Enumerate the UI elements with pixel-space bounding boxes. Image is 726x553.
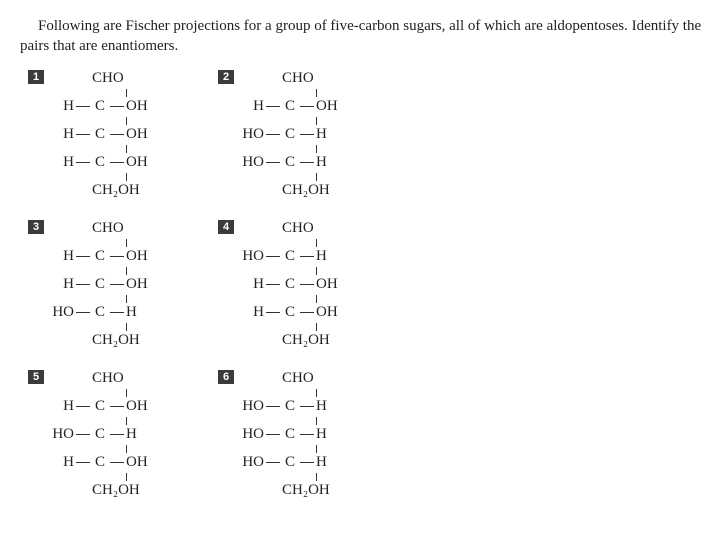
fischer-projection: CHO H C OH HO C H H C OH CH₂OH [44, 369, 208, 501]
c1-left: HO [242, 248, 264, 265]
fischer-projection: CHO HO C H H C OH H C OH CH₂OH [234, 219, 398, 351]
carbon: C [282, 276, 298, 293]
molecule-1: 1 CHO H C OH H C OH H C OH CH₂OH [28, 69, 208, 201]
c3-right: OH [126, 454, 148, 471]
c1-right: OH [126, 98, 148, 115]
top-group: CHO [92, 370, 108, 387]
carbon: C [92, 248, 108, 265]
c1-right: OH [316, 98, 338, 115]
c2-left: HO [52, 426, 74, 443]
c2-left: HO [242, 126, 264, 143]
c2-left: H [63, 276, 74, 293]
molecule-number-badge: 1 [28, 70, 44, 84]
molecule-4: 4 CHO HO C H H C OH H C OH CH₂OH [218, 219, 398, 351]
top-group: CHO [92, 70, 108, 87]
carbon: C [92, 276, 108, 293]
molecule-5: 5 CHO H C OH HO C H H C OH CH₂OH [28, 369, 208, 501]
c2-right: H [316, 426, 327, 443]
molecule-number-badge: 5 [28, 370, 44, 384]
question-text: Following are Fischer projections for a … [20, 16, 706, 57]
c2-right: OH [126, 126, 148, 143]
c3-left: HO [242, 454, 264, 471]
carbon: C [92, 98, 108, 115]
top-group: CHO [282, 370, 298, 387]
c1-left: H [63, 398, 74, 415]
bottom-group: CH₂OH [282, 332, 330, 349]
c1-left: H [253, 98, 264, 115]
fischer-projection: CHO H C OH H C OH H C OH CH₂OH [44, 69, 208, 201]
molecule-grid: 1 CHO HCOH HCOH HCOH CH₂OH 2 CHO HCOH HO… [28, 69, 706, 501]
carbon: C [282, 398, 298, 415]
c3-right: OH [316, 304, 338, 321]
fischer-projection: CHO HO C H HO C H HO C H CH₂OH [234, 369, 398, 501]
bottom-group: CH₂OH [282, 182, 330, 199]
molecule-number-badge: 2 [218, 70, 234, 84]
c2-right: OH [316, 276, 338, 293]
carbon: C [282, 126, 298, 143]
carbon: C [282, 304, 298, 321]
carbon: C [282, 98, 298, 115]
bottom-group: CH₂OH [92, 482, 140, 499]
molecule-2: 2 CHO H C OH HO C H HO C H CH₂OH [218, 69, 398, 201]
c3-left: H [63, 154, 74, 171]
c2-left: HO [242, 426, 264, 443]
molecule-6: 6 CHO HO C H HO C H HO C H CH₂OH [218, 369, 398, 501]
carbon: C [282, 248, 298, 265]
c1-left: HO [242, 398, 264, 415]
c2-right: OH [126, 276, 148, 293]
c1-left: H [63, 98, 74, 115]
bottom-group: CH₂OH [92, 182, 140, 199]
carbon: C [92, 426, 108, 443]
c3-right: H [126, 304, 137, 321]
carbon: C [282, 154, 298, 171]
molecule-3: 3 CHO H C OH H C OH HO C H CH₂OH [28, 219, 208, 351]
c1-right: H [316, 398, 327, 415]
carbon: C [92, 454, 108, 471]
c3-left: HO [52, 304, 74, 321]
c3-left: H [253, 304, 264, 321]
top-group: CHO [282, 70, 298, 87]
c1-right: H [316, 248, 327, 265]
bottom-group: CH₂OH [282, 482, 330, 499]
top-group: CHO [282, 220, 298, 237]
carbon: C [282, 426, 298, 443]
carbon: C [92, 398, 108, 415]
molecule-number-badge: 4 [218, 220, 234, 234]
c1-right: OH [126, 398, 148, 415]
c3-right: H [316, 454, 327, 471]
c3-left: HO [242, 154, 264, 171]
top-group: CHO [92, 220, 108, 237]
carbon: C [282, 454, 298, 471]
c1-left: H [63, 248, 74, 265]
c2-left: H [253, 276, 264, 293]
c3-right: H [316, 154, 327, 171]
c3-right: OH [126, 154, 148, 171]
bottom-group: CH₂OH [92, 332, 140, 349]
fischer-projection: CHO H C OH H C OH HO C H CH₂OH [44, 219, 208, 351]
c2-right: H [126, 426, 137, 443]
carbon: C [92, 154, 108, 171]
c2-right: H [316, 126, 327, 143]
carbon: C [92, 126, 108, 143]
carbon: C [92, 304, 108, 321]
c2-left: H [63, 126, 74, 143]
molecule-number-badge: 6 [218, 370, 234, 384]
fischer-projection: CHO H C OH HO C H HO C H CH₂OH [234, 69, 398, 201]
c3-left: H [63, 454, 74, 471]
c1-right: OH [126, 248, 148, 265]
molecule-number-badge: 3 [28, 220, 44, 234]
